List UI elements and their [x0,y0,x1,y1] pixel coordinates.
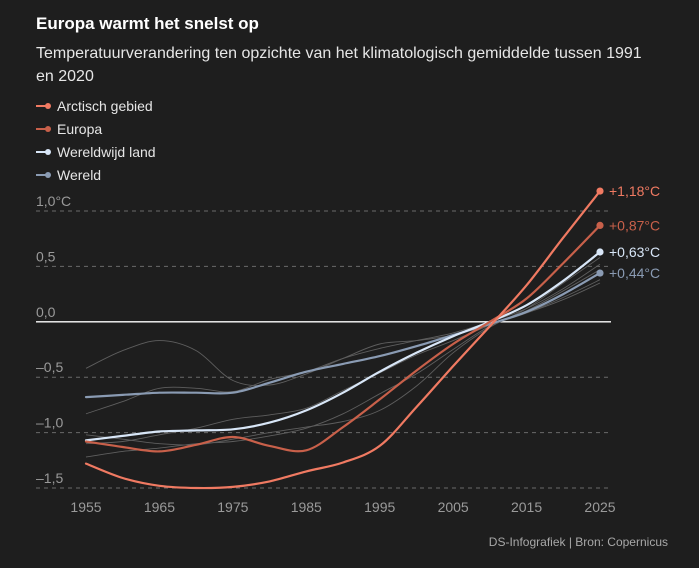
chart-subtitle: Temperatuurverandering ten opzichte van … [36,45,642,85]
background-line [85,269,601,445]
x-tick-label: 1975 [217,499,248,515]
x-tick-label: 2025 [584,499,615,515]
legend-swatch-line [36,127,47,130]
legend-label-wereldwijd-land: Wereldwijd land [57,143,156,160]
end-point-wereld [596,269,604,277]
background-line [85,282,601,387]
y-tick-label: –1,0 [36,415,63,431]
legend-label-wereld: Wereld [57,166,102,183]
series-line-europa [84,224,602,453]
legend-swatch-dot [45,125,51,132]
legend-swatch-line [36,150,47,153]
legend-item-wereldwijd-land: Wereldwijd land [36,140,156,163]
series-lines: +0,44°C +0,63°C +0,87°C +1,18°C [84,183,660,490]
legend-swatch-line [36,104,47,107]
y-tick-label: –0,5 [36,359,63,375]
legend-swatch-europa [36,124,51,134]
legend-swatch-wereldwijd-land [36,147,51,157]
end-label-wereldwijd-land: +0,63°C [609,244,660,260]
x-tick-label: 2005 [438,499,469,515]
end-point-europa [596,221,604,230]
end-point-wereldwijd-land [596,248,604,256]
chart-title: Europa warmt het snelst op [36,14,259,33]
legend-label-arctisch: Arctisch gebied [57,97,153,114]
y-tick-label: 0,5 [36,248,56,264]
end-point-arctisch-gebied [596,187,604,195]
legend-item-europa: Europa [36,117,156,140]
x-tick-label: 2015 [511,499,542,515]
x-tick-label: 1965 [144,499,175,515]
x-tick-label: 1955 [70,499,101,515]
y-axis-labels: 1,0°C 0,5 0,0 –0,5 –1,0 –1,5 [36,193,71,486]
legend-swatch-dot [45,171,51,178]
legend-item-wereld: Wereld [36,163,156,186]
legend-swatch-arctisch [36,101,51,111]
legend-swatch-line [36,173,47,176]
legend: Arctisch gebied Europa Wereldwijd land W… [36,94,156,186]
legend-swatch-dot [45,148,51,155]
end-label-europa: +0,87°C [609,217,660,233]
x-tick-label: 1985 [291,499,322,515]
x-axis-labels: 1955 1965 1975 1985 1995 2005 2015 2025 [70,499,615,515]
x-tick-label: 1995 [364,499,395,515]
y-tick-label: –1,5 [36,470,63,486]
background-line [85,263,601,415]
end-label-wereld: +0,44°C [609,265,660,281]
y-tick-label: 1,0°C [36,193,71,209]
legend-swatch-dot [45,102,51,109]
series-line-wereld [84,271,602,399]
background-line [85,257,601,446]
legend-item-arctisch: Arctisch gebied [36,94,156,117]
legend-label-europa: Europa [57,120,103,137]
series-line-wereldwijd-land [84,250,602,442]
series-line-arctisch-gebied [84,190,602,490]
source-credit: DS-Infografiek | Bron: Copernicus [488,535,668,549]
legend-swatch-wereld [36,170,51,180]
end-label-arctisch-gebied: +1,18°C [609,183,660,199]
y-tick-label: 0,0 [36,304,56,320]
gridlines [36,210,611,489]
